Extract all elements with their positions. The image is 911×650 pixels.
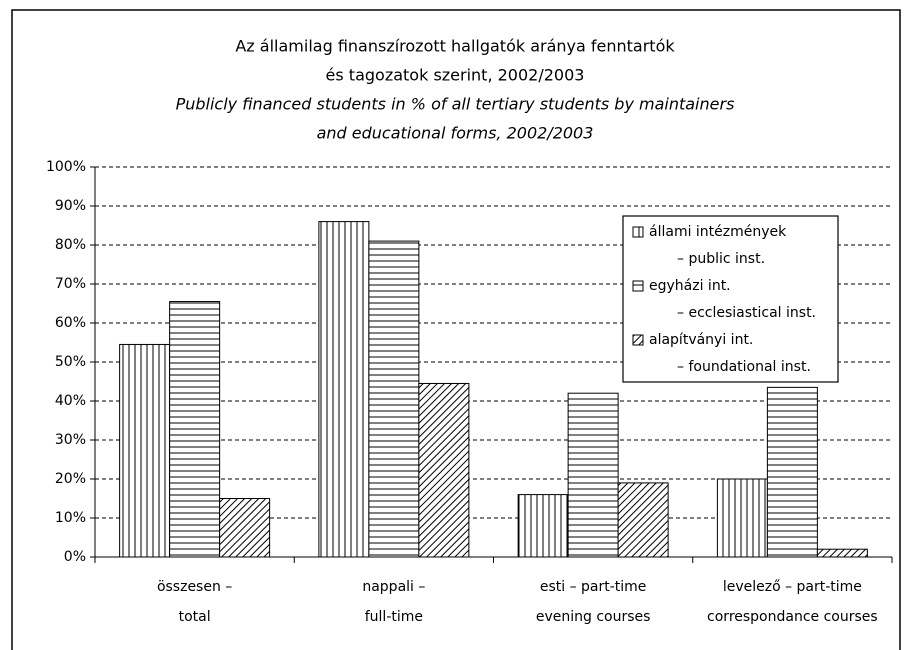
x-tick-label: esti – part-time <box>540 579 647 595</box>
x-tick-label: nappali – <box>362 579 425 595</box>
bar <box>418 382 470 558</box>
x-tick-label: evening courses <box>536 609 651 625</box>
bar <box>368 240 420 558</box>
bar <box>816 548 868 558</box>
y-tick-label: 10% <box>55 510 86 526</box>
x-tick-label: levelező – part-time <box>723 579 862 595</box>
x-tick-label: full-time <box>365 609 423 625</box>
y-tick-label: 60% <box>55 315 86 331</box>
bar <box>766 386 818 558</box>
y-tick-label: 50% <box>55 354 86 370</box>
legend-label: egyházi int. <box>649 278 731 294</box>
y-tick-label: 90% <box>55 198 86 214</box>
chart-title: és tagozatok szerint, 2002/2003 <box>326 66 585 85</box>
x-tick-label: correspondance courses <box>707 609 878 625</box>
legend-label: állami intézmények <box>649 224 787 240</box>
legend-box <box>622 215 839 383</box>
bar <box>169 301 221 558</box>
legend-swatch <box>632 334 644 346</box>
frame <box>11 9 901 650</box>
bar <box>567 392 619 558</box>
x-tick-label: összesen – <box>157 579 232 595</box>
legend-swatch <box>632 280 644 292</box>
bar <box>219 498 271 558</box>
bar <box>716 478 768 558</box>
chart-subtitle: and educational forms, 2002/2003 <box>317 124 594 143</box>
y-tick-label: 80% <box>55 237 86 253</box>
chart-subtitle: Publicly financed students in % of all t… <box>176 95 735 114</box>
legend-label: – foundational inst. <box>677 359 811 375</box>
bar <box>119 343 171 558</box>
chart-title: Az államilag finanszírozott hallgatók ar… <box>235 37 675 56</box>
legend-label: – public inst. <box>677 251 765 267</box>
bar <box>318 221 370 558</box>
y-tick-label: 100% <box>46 159 86 175</box>
bar <box>617 482 669 558</box>
y-tick-label: 30% <box>55 432 86 448</box>
bar <box>517 494 569 558</box>
y-tick-label: 20% <box>55 471 86 487</box>
y-tick-label: 40% <box>55 393 86 409</box>
legend-swatch <box>632 226 644 238</box>
x-tick-label: total <box>179 609 211 625</box>
legend-label: – ecclesiastical inst. <box>677 305 816 321</box>
legend-label: alapítványi int. <box>649 332 753 348</box>
y-tick-label: 0% <box>64 549 86 565</box>
y-tick-label: 70% <box>55 276 86 292</box>
